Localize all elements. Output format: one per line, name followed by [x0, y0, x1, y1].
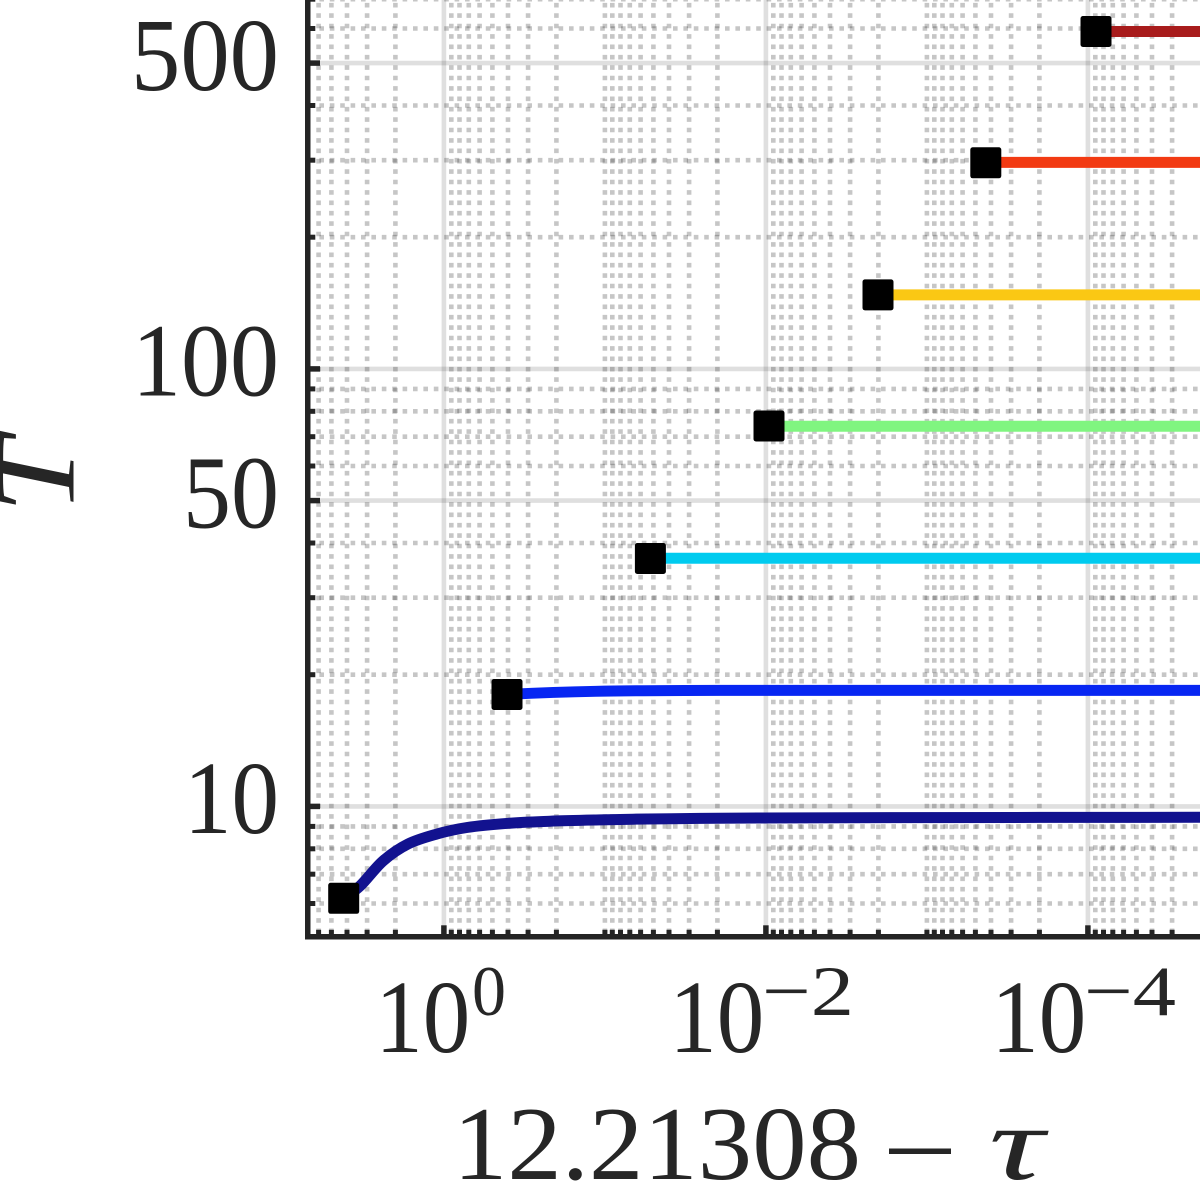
svg-text:τ: τ	[989, 1085, 1049, 1181]
svg-text:100: 100	[132, 304, 279, 419]
svg-text:0: 0	[472, 953, 506, 1031]
svg-text:−2: −2	[762, 953, 854, 1031]
svg-text:T: T	[0, 430, 99, 513]
svg-text:10: 10	[669, 960, 764, 1075]
svg-text:12.21308: 12.21308	[453, 1085, 861, 1181]
svg-text:10: 10	[375, 960, 470, 1075]
svg-text:10: 10	[991, 960, 1086, 1075]
svg-text:10: 10	[184, 741, 279, 856]
svg-text:500: 500	[131, 0, 279, 113]
svg-text:−4: −4	[1084, 953, 1176, 1031]
svg-text:50: 50	[183, 435, 279, 550]
